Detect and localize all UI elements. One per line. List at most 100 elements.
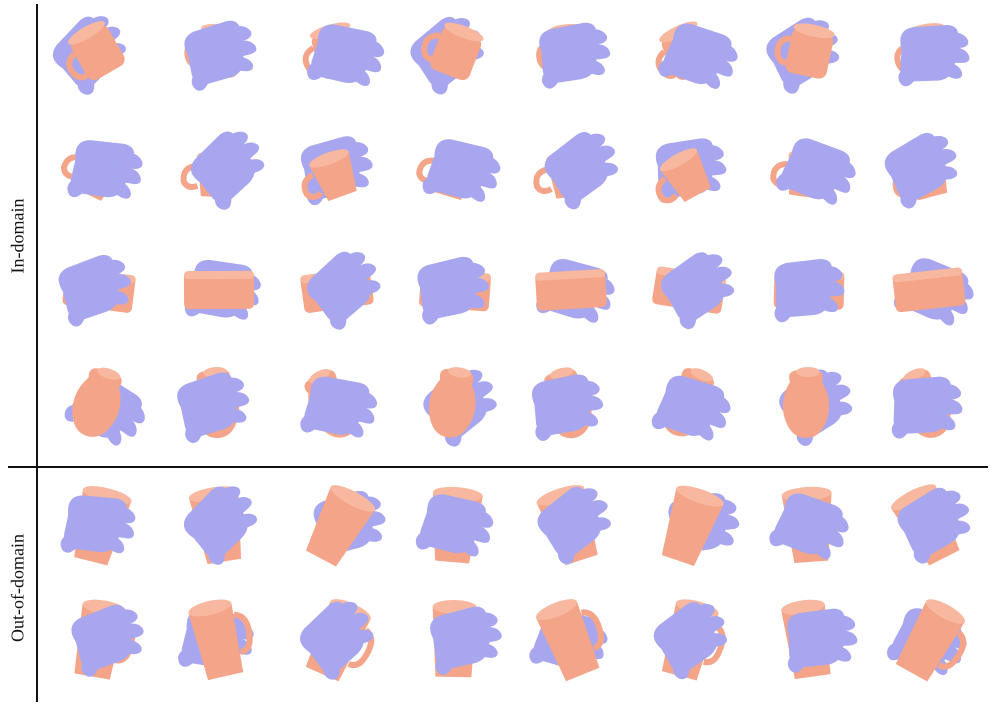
hand-object-render [71,599,144,680]
grasp-thumbnail [752,470,864,585]
grasp-row [42,235,992,350]
grasp-thumbnail [398,585,510,700]
grasp-thumbnail [514,352,626,467]
grasp-thumbnail [514,235,626,350]
grasp-row [42,470,992,585]
hand-object-render [884,132,958,209]
grasp-thumbnail [872,0,984,115]
grasp-thumbnail [632,585,744,700]
hand-object-render [52,16,126,95]
grasp-thumbnail [752,352,864,467]
hand-object-render [533,132,618,210]
hand-object-render [536,22,611,89]
grasp-thumbnail [280,470,392,585]
hand-object-render [300,251,381,330]
in-domain-label: In-domain [7,198,28,274]
hand-object-render [415,486,494,564]
hand-object-render [64,367,145,446]
out-of-domain-label: Out-of-domain [7,534,28,642]
grasp-thumbnail [280,352,392,467]
hand-object-render [184,20,257,91]
grasp-row [42,115,992,230]
grasp-thumbnail [162,0,274,115]
grasp-thumbnail [280,585,392,700]
grasp-thumbnail [872,352,984,467]
grasp-thumbnail [632,235,744,350]
grasp-thumbnail [42,470,154,585]
grasp-thumbnail [752,0,864,115]
hand-object-render [890,484,971,566]
grasp-thumbnail [752,585,864,700]
grasp-thumbnail [514,470,626,585]
grasp-thumbnail [752,115,864,230]
hand-object-render [60,140,143,201]
hand-object-render [779,367,853,446]
hand-object-render [300,368,378,438]
hand-object-render [177,367,250,443]
grasp-thumbnail [280,0,392,115]
hand-object-render [769,486,849,564]
grasp-thumbnail [632,470,744,585]
hand-object-render [770,138,856,205]
hand-object-render [183,486,258,565]
hand-object-render [536,485,611,566]
grasp-thumbnail [162,585,274,700]
grasp-thumbnail [398,0,510,115]
hand-object-render [300,599,375,682]
grasp-thumbnail [162,235,274,350]
grasp-thumbnail [280,235,392,350]
hand-object-render [891,368,963,439]
hand-object-render [531,367,604,441]
hand-object-render [302,22,385,87]
hand-object-render [180,131,265,210]
hand-object-render [60,486,136,566]
hand-object-render [655,21,738,89]
section-divider-line [8,466,988,468]
grasp-thumbnail [514,0,626,115]
grasp-thumbnail [632,352,744,467]
hand-object-render [410,16,484,95]
grasp-thumbnail [398,352,510,467]
hand-object-render [529,599,608,682]
hand-object-render [661,485,740,567]
hand-object-render [892,258,974,326]
hand-object-render [653,599,728,681]
grasp-thumbnail [398,470,510,585]
hand-object-render [773,259,845,323]
grasp-thumbnail [872,235,984,350]
grasp-thumbnail [752,235,864,350]
grasp-thumbnail [872,585,984,700]
grasp-thumbnail [162,352,274,467]
hand-object-render [183,259,261,320]
grasp-thumbnail [42,115,154,230]
grasp-row [42,352,992,467]
hand-object-render [651,368,731,441]
vertical-axis-line [36,4,38,702]
hand-object-render [430,599,502,678]
hand-object-render [300,136,373,206]
grasp-thumbnail [162,470,274,585]
hand-object-render [423,367,497,447]
grasp-thumbnail [42,235,154,350]
grasp-thumbnail [872,115,984,230]
grasp-thumbnail [280,115,392,230]
grasp-thumbnail [42,585,154,700]
grasp-thumbnail [398,235,510,350]
hand-object-render [416,139,501,202]
hand-object-render [417,256,492,325]
hand-object-render [781,599,858,680]
hand-object-render [894,23,970,87]
grasp-thumbnail [632,0,744,115]
hand-object-render [178,599,254,681]
grasp-thumbnail [514,115,626,230]
grasp-thumbnail [42,0,154,115]
grasp-thumbnail [632,115,744,230]
hand-object-render [766,17,840,94]
grasp-row [42,0,992,115]
hand-object-render [652,252,735,330]
grasp-thumbnail [872,470,984,585]
hand-object-render [535,258,615,323]
hand-object-render [305,485,386,567]
grasp-thumbnail [398,115,510,230]
grasp-thumbnail [42,352,154,467]
